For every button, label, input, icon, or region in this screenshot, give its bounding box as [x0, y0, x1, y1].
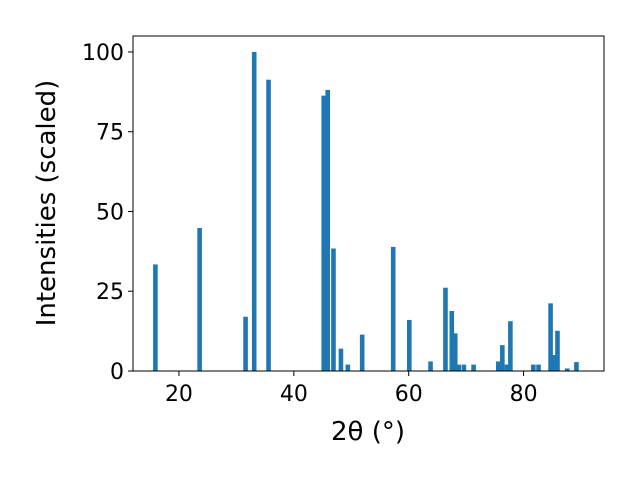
bar [564, 368, 570, 371]
x-axis-ticks: 20 40 60 80 [165, 371, 538, 407]
bar [325, 89, 331, 372]
bar [551, 355, 557, 371]
bar [471, 364, 476, 371]
plot-frame [132, 35, 605, 372]
bar [406, 319, 412, 371]
bar [345, 364, 351, 371]
bar [531, 364, 536, 371]
y-axis-label: Intensities (scaled) [32, 80, 62, 327]
bar [449, 311, 455, 371]
bar [452, 333, 458, 371]
bar [338, 348, 344, 371]
x-tick-label: 60 [395, 382, 423, 407]
bar [321, 95, 326, 371]
y-tick-label: 0 [110, 360, 124, 385]
bar [390, 246, 396, 371]
bar [456, 364, 461, 371]
bar [508, 321, 513, 371]
bar [461, 364, 467, 371]
bar [555, 330, 560, 371]
bar [331, 248, 336, 371]
bar [359, 334, 365, 371]
bar [153, 264, 158, 371]
bar [500, 345, 505, 371]
bar [243, 316, 248, 371]
bar [536, 364, 541, 371]
x-axis-label: 2θ (°) [331, 417, 405, 447]
y-tick-label: 25 [96, 280, 124, 305]
bar [266, 79, 271, 372]
x-tick-label: 20 [165, 382, 193, 407]
bar [504, 364, 510, 371]
x-tick-label: 40 [280, 382, 308, 407]
y-tick-label: 100 [82, 41, 124, 66]
bar [428, 361, 433, 371]
bar [548, 303, 553, 371]
y-axis-ticks: 0 25 50 75 100 [82, 41, 133, 385]
bar [251, 51, 257, 371]
y-tick-label: 75 [96, 121, 124, 146]
bar [197, 228, 202, 371]
bar [443, 287, 448, 371]
bar-series [153, 51, 579, 372]
bar [574, 362, 579, 371]
bar [496, 361, 501, 371]
y-tick-label: 50 [96, 200, 124, 225]
x-tick-label: 80 [510, 382, 538, 407]
